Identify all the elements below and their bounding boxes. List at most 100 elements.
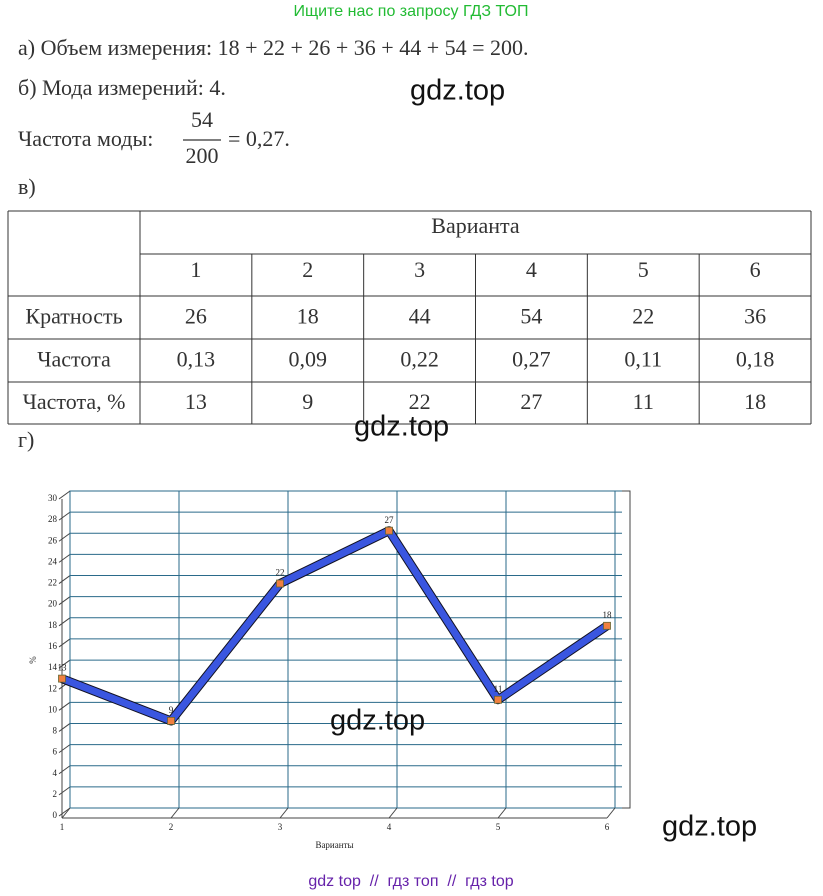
marker — [58, 674, 66, 683]
data-label: 27 — [385, 515, 395, 525]
watermark: gdz.top — [330, 705, 425, 737]
tick-mark — [58, 490, 71, 500]
y-tick-label: 12 — [48, 683, 57, 693]
tick-mark — [58, 532, 71, 542]
row-header: Частота — [37, 347, 111, 372]
y-tick-label: 22 — [48, 578, 57, 588]
tick-mark — [58, 701, 71, 711]
y-tick-label: 16 — [48, 641, 58, 651]
tick-mark — [388, 807, 398, 819]
tick-mark — [497, 807, 507, 819]
table-cell: 0,22 — [400, 347, 439, 372]
y-tick-label: 28 — [48, 514, 58, 524]
column-header: 3 — [414, 257, 425, 282]
watermark: gdz.top — [662, 811, 757, 843]
watermark: gdz.top — [410, 75, 505, 107]
x-tick-label: 1 — [60, 822, 65, 832]
y-tick-label: 6 — [53, 747, 58, 757]
tick-mark — [58, 807, 71, 817]
tick-mark — [58, 723, 71, 732]
y-tick-label: 24 — [48, 556, 58, 566]
column-header: 4 — [526, 257, 537, 282]
data-label: 18 — [603, 610, 613, 620]
table-header: Варианта — [431, 213, 520, 238]
column-header: 5 — [638, 257, 649, 282]
table-cell: 26 — [185, 304, 207, 329]
y-tick-label: 10 — [48, 704, 58, 714]
y-tick-label: 14 — [48, 662, 58, 672]
mode-label: Частота моды: — [18, 126, 153, 151]
table-cell: 13 — [185, 389, 207, 414]
table-cell: 22 — [409, 389, 431, 414]
tick-mark — [58, 617, 71, 627]
table-cell: 18 — [744, 389, 766, 414]
tick-mark — [58, 596, 71, 606]
footer: gdz top // гдз топ // гдз top — [308, 873, 513, 890]
y-tick-label: 26 — [48, 535, 58, 545]
tick-mark — [58, 575, 71, 584]
tick-mark — [58, 786, 71, 796]
table-cell: 9 — [302, 389, 313, 414]
table-cell: 0,09 — [289, 347, 328, 372]
column-header: 6 — [750, 257, 761, 282]
column-header: 2 — [302, 257, 313, 282]
row-header: Частота, % — [23, 389, 126, 414]
tick-mark — [58, 638, 71, 648]
tick-mark — [58, 765, 71, 775]
table-cell: 18 — [297, 304, 319, 329]
banner: Ищите нас по запросу ГДЗ ТОП — [294, 3, 529, 20]
column-header: 1 — [190, 257, 201, 282]
y-tick-label: 0 — [53, 810, 58, 820]
x-tick-label: 6 — [605, 822, 610, 832]
data-label: 9 — [169, 705, 174, 715]
data-label: 22 — [276, 568, 285, 578]
data-label: 13 — [58, 663, 68, 673]
tick-mark — [170, 807, 180, 819]
y-tick-label: 30 — [48, 493, 58, 503]
tick-mark — [58, 511, 71, 521]
marker — [167, 717, 175, 725]
x-tick-label: 5 — [496, 822, 501, 832]
tick-mark — [58, 744, 71, 754]
tick-mark — [61, 807, 71, 819]
table-cell: 27 — [520, 389, 542, 414]
tick-mark — [279, 807, 289, 819]
y-tick-label: 2 — [53, 789, 58, 799]
tick-mark — [58, 553, 71, 563]
row-header: Кратность — [25, 304, 122, 329]
x-axis-label: Варианты — [315, 840, 353, 850]
table: Варианта 1 2 3 4 5 6 Кратность 26 18 44 54 22 36 Часто… — [7, 210, 812, 425]
x-tick-label: 4 — [387, 822, 392, 832]
table-cell: 0,13 — [177, 347, 216, 372]
y-axis-label: % — [28, 656, 38, 664]
tick-mark — [58, 659, 71, 669]
part-g: г) — [18, 427, 34, 452]
table-cell: 11 — [633, 389, 654, 414]
table-cell: 54 — [520, 304, 542, 329]
marker — [494, 695, 502, 704]
y-tick-label: 20 — [48, 599, 58, 609]
part-v: в) — [18, 174, 36, 199]
table-cell: 36 — [744, 304, 766, 329]
marker — [385, 526, 393, 535]
y-tick-label: 18 — [48, 620, 58, 630]
x-tick-label: 3 — [278, 822, 283, 832]
line-a: а) Объем измерения: 18 + 22 + 26 + 36 + … — [18, 35, 529, 60]
plot-back — [69, 490, 631, 809]
tick-mark — [606, 807, 616, 819]
line — [60, 527, 609, 725]
mode-result: = 0,27. — [228, 126, 290, 151]
table-cell: 44 — [409, 304, 431, 329]
x-tick-label: 2 — [169, 822, 174, 832]
numerator: 54 — [191, 107, 213, 132]
y-tick-label: 4 — [53, 768, 58, 778]
line-b: б) Мода измерений: 4. — [18, 75, 226, 100]
data-label: 11 — [494, 684, 503, 694]
denominator: 200 — [186, 143, 219, 168]
table-cell: 0,11 — [624, 347, 662, 372]
table-cell: 0,27 — [512, 347, 551, 372]
marker — [276, 579, 284, 588]
y-tick-label: 8 — [53, 726, 58, 736]
